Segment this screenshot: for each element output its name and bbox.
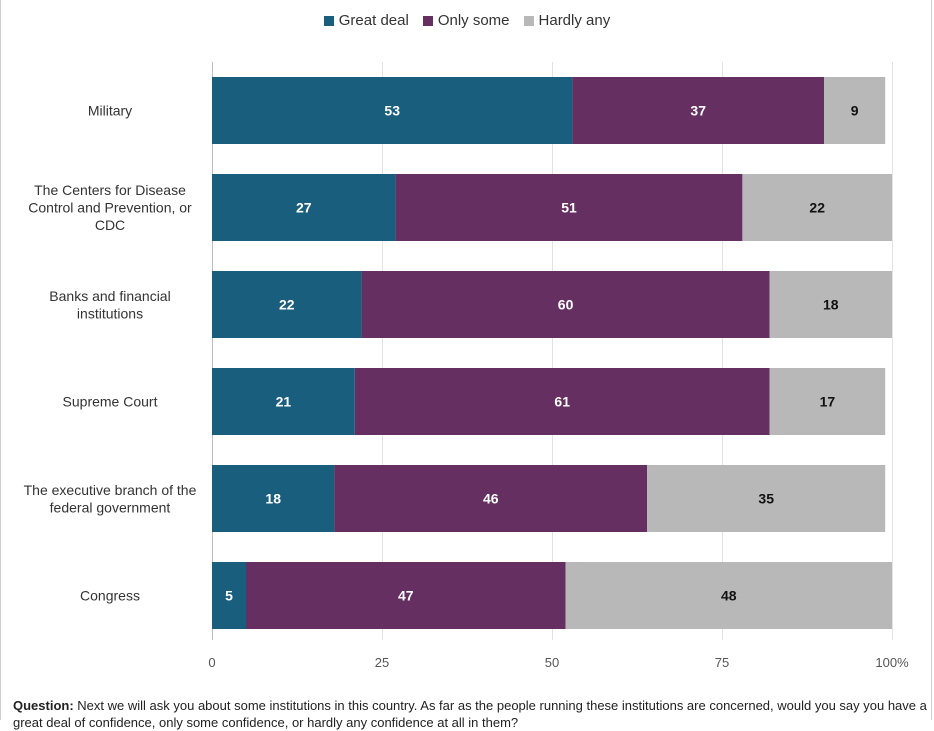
category-label-line: The executive branch of the <box>24 482 197 498</box>
bar-hardly-any-5 <box>565 562 892 629</box>
data-label-only-some-4: 46 <box>483 491 499 507</box>
bar-only-some-4 <box>334 465 648 532</box>
data-label-hardly-any-2: 18 <box>823 297 839 313</box>
bar-hardly-any-3 <box>769 368 886 435</box>
data-label-hardly-any-4: 35 <box>758 491 774 507</box>
category-label-line: Supreme Court <box>63 394 158 410</box>
legend-swatch-hardly-any <box>523 15 534 26</box>
legend-label-hardly-any: Hardly any <box>538 12 611 29</box>
footnote-text: Next we will ask you about some institut… <box>13 698 927 730</box>
bar-only-some-2 <box>361 271 770 338</box>
data-label-great-deal-5: 5 <box>225 588 233 604</box>
data-label-only-some-1: 51 <box>561 200 577 216</box>
bar-great-deal-1 <box>212 174 396 241</box>
category-label-4: The executive branch of the federal gover… <box>24 482 197 516</box>
legend-swatch-great-deal <box>323 15 334 26</box>
legend-item-only-some: Only some <box>422 12 510 29</box>
category-label-line: federal government <box>50 499 171 515</box>
bar-hardly-any-2 <box>769 271 892 338</box>
data-label-hardly-any-5: 48 <box>721 588 737 604</box>
category-label-line: CDC <box>95 217 125 233</box>
data-label-hardly-any-3: 17 <box>820 394 836 410</box>
category-label-2: Banks and financial institutions <box>49 288 170 322</box>
data-label-hardly-any-0: 9 <box>851 103 859 119</box>
category-label-5: Congress <box>80 588 140 604</box>
bar-only-some-1 <box>395 174 743 241</box>
bar-great-deal-5 <box>212 562 246 629</box>
data-label-only-some-2: 60 <box>558 297 574 313</box>
legend-item-great-deal: Great deal <box>323 12 409 29</box>
x-tick-label-4: 100% <box>875 655 909 670</box>
legend-label-only-some: Only some <box>437 12 510 29</box>
category-label-line: Control and Prevention, or <box>28 200 192 216</box>
data-label-only-some-0: 37 <box>690 103 706 119</box>
category-label-1: The Centers for Disease Control and Preve… <box>28 182 192 233</box>
data-label-only-some-5: 47 <box>398 588 414 604</box>
bar-hardly-any-4 <box>647 465 886 532</box>
bar-hardly-any-1 <box>742 174 892 241</box>
category-label-3: Supreme Court <box>63 394 158 410</box>
category-label-line: Banks and financial <box>49 288 170 304</box>
legend-label-great-deal: Great deal <box>338 12 409 29</box>
bar-only-some-5 <box>246 562 566 629</box>
x-tick-label-2: 50 <box>545 655 559 670</box>
x-tick-label-1: 25 <box>375 655 389 670</box>
stacked-bar-chart: 0 25 50 75 100% 53 37 9 Military 27 51 22 The Center… <box>24 62 909 670</box>
legend-item-hardly-any: Hardly any <box>523 12 611 29</box>
category-label-line: Military <box>88 103 132 119</box>
bar-great-deal-2 <box>212 271 362 338</box>
data-label-great-deal-2: 22 <box>279 297 295 313</box>
footnote: Question: Next we will ask you about som… <box>13 697 928 731</box>
data-label-hardly-any-1: 22 <box>809 200 825 216</box>
legend: Great deal Only some Hardly any <box>0 12 934 29</box>
bar-only-some-3 <box>354 368 770 435</box>
bar-hardly-any-0 <box>824 77 886 144</box>
data-label-great-deal-1: 27 <box>296 200 312 216</box>
category-label-line: Congress <box>80 588 140 604</box>
category-label-0: Military <box>88 103 132 119</box>
data-label-great-deal-3: 21 <box>276 394 292 410</box>
x-tick-label-3: 75 <box>715 655 729 670</box>
data-label-only-some-3: 61 <box>554 394 570 410</box>
category-label-line: The Centers for Disease <box>34 182 186 198</box>
bar-great-deal-3 <box>212 368 355 435</box>
data-label-great-deal-0: 53 <box>384 103 400 119</box>
category-label-line: institutions <box>77 305 143 321</box>
data-label-great-deal-4: 18 <box>265 491 281 507</box>
bar-great-deal-0 <box>212 77 573 144</box>
bar-only-some-0 <box>572 77 824 144</box>
footnote-label: Question: <box>13 698 74 713</box>
bar-great-deal-4 <box>212 465 335 532</box>
x-tick-label-0: 0 <box>208 655 215 670</box>
legend-swatch-only-some <box>422 15 433 26</box>
